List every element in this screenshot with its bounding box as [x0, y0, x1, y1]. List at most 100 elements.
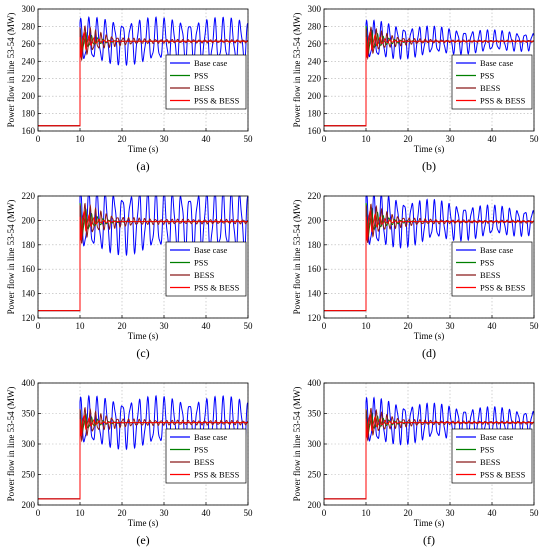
- y-tick-label: 180: [308, 240, 322, 250]
- x-axis-label: Time (s): [128, 331, 158, 341]
- x-axis-label: Time (s): [128, 518, 158, 528]
- legend-label: BESS: [480, 83, 501, 93]
- y-axis-label: Power flow in line 53-54 (MW): [6, 387, 16, 502]
- plot-frame: [37, 8, 249, 132]
- x-tick-label: 10: [362, 134, 372, 144]
- y-tick-label: 200: [22, 500, 36, 510]
- x-tick-label: 10: [362, 508, 372, 518]
- legend-label: PSS & BESS: [194, 96, 240, 106]
- legend-label: PSS: [480, 71, 494, 81]
- y-tick-label: 200: [308, 215, 322, 225]
- y-tick-label: 160: [22, 264, 36, 274]
- series-line-pss-bess: [38, 414, 248, 500]
- x-tick-label: 0: [36, 508, 41, 518]
- legend-label: Base case: [194, 432, 228, 442]
- legend-label: PSS & BESS: [194, 283, 240, 293]
- y-tick-label: 400: [22, 378, 36, 388]
- x-tick-label: 0: [322, 321, 327, 331]
- legend-label: PSS: [480, 445, 494, 455]
- legend-label: Base case: [480, 245, 514, 255]
- y-axis-label: Power flow in line 53-54 (MW): [292, 13, 302, 128]
- x-tick-label: 20: [404, 508, 414, 518]
- panel-caption: (a): [136, 159, 149, 173]
- y-tick-label: 260: [22, 39, 36, 49]
- chart-panel-b: 0 10 20 30 40 50 160 180 200 220 240 260 280 300 Time …: [292, 4, 539, 173]
- legend-label: BESS: [480, 457, 501, 467]
- series-line-pss-bess: [38, 31, 248, 127]
- series-line-pss-bess: [38, 210, 248, 312]
- legend-label: Base case: [480, 432, 514, 442]
- y-tick-label: 200: [308, 500, 322, 510]
- x-tick-label: 20: [118, 508, 128, 518]
- y-tick-label: 180: [308, 109, 322, 119]
- y-axis-label: Power flow in line 53-54 (MW): [6, 13, 16, 128]
- y-tick-label: 300: [22, 4, 36, 14]
- y-tick-label: 140: [22, 289, 36, 299]
- x-tick-label: 50: [530, 321, 540, 331]
- x-tick-label: 40: [202, 508, 212, 518]
- x-tick-label: 20: [118, 134, 128, 144]
- panel-caption: (b): [422, 159, 436, 173]
- panel-caption: (f): [423, 533, 435, 547]
- y-tick-label: 250: [308, 470, 322, 480]
- legend-label: BESS: [194, 270, 215, 280]
- y-tick-label: 200: [308, 91, 322, 101]
- y-tick-label: 260: [308, 39, 322, 49]
- legend-label: PSS: [194, 258, 208, 268]
- y-tick-label: 220: [308, 74, 322, 84]
- chart-panel-c: 0 10 20 30 40 50 120 140 160 180 200 220 Time (s) Pow…: [6, 191, 253, 360]
- x-tick-label: 10: [76, 508, 86, 518]
- x-axis-label: Time (s): [414, 331, 444, 341]
- y-tick-label: 140: [308, 289, 322, 299]
- x-tick-label: 0: [322, 134, 327, 144]
- series-line-pss-bess: [324, 413, 534, 500]
- panel-caption: (d): [422, 346, 436, 360]
- y-tick-label: 160: [308, 126, 322, 136]
- x-tick-label: 10: [76, 321, 86, 331]
- chart-panel-a: 0 10 20 30 40 50 160 180 200 220 240 260 280 300 Time …: [6, 4, 253, 173]
- x-tick-label: 30: [446, 321, 456, 331]
- legend-label: PSS & BESS: [480, 283, 526, 293]
- chart-panel-d: 0 10 20 30 40 50 120 140 160 180 200 220 Time (s) Pow…: [292, 191, 539, 360]
- chart-panel-f: 0 10 20 30 40 50 200 250 300 350 400 Time (s) Power …: [292, 378, 539, 547]
- x-axis-label: Time (s): [128, 144, 158, 154]
- x-tick-label: 50: [244, 134, 254, 144]
- y-tick-label: 280: [308, 21, 322, 31]
- y-axis-label: Power flow in line 53-54 (MW): [6, 200, 16, 315]
- x-tick-label: 50: [530, 134, 540, 144]
- legend-label: PSS: [194, 445, 208, 455]
- x-tick-label: 0: [36, 134, 41, 144]
- y-tick-label: 200: [22, 215, 36, 225]
- y-tick-label: 120: [22, 313, 36, 323]
- y-tick-label: 220: [22, 191, 36, 201]
- panel-caption: (e): [136, 533, 149, 547]
- y-tick-label: 160: [308, 264, 322, 274]
- series-line-pss-bess: [324, 209, 534, 312]
- x-tick-label: 50: [244, 508, 254, 518]
- y-axis-label: Power flow in line 53-54 (MW): [292, 387, 302, 502]
- x-tick-label: 10: [362, 321, 372, 331]
- chart-panel-e: 0 10 20 30 40 50 200 250 300 350 400 Time (s) Power …: [6, 378, 253, 547]
- y-tick-label: 350: [22, 409, 36, 419]
- x-tick-label: 50: [530, 508, 540, 518]
- series-line-base-case: [324, 195, 535, 312]
- y-tick-label: 200: [22, 91, 36, 101]
- legend-label: PSS: [480, 258, 494, 268]
- legend-label: BESS: [194, 457, 215, 467]
- legend-label: Base case: [194, 58, 228, 68]
- x-tick-label: 50: [244, 321, 254, 331]
- y-tick-label: 350: [308, 409, 322, 419]
- x-tick-label: 40: [488, 508, 498, 518]
- legend-label: Base case: [480, 58, 514, 68]
- x-tick-label: 0: [36, 321, 41, 331]
- x-tick-label: 30: [446, 508, 456, 518]
- x-tick-label: 40: [202, 134, 212, 144]
- x-tick-label: 40: [202, 321, 212, 331]
- x-tick-label: 20: [404, 321, 414, 331]
- plot-frame: [323, 195, 535, 319]
- legend-label: Base case: [194, 245, 228, 255]
- plot-frame: [37, 195, 249, 319]
- y-tick-label: 220: [308, 191, 322, 201]
- y-tick-label: 240: [308, 56, 322, 66]
